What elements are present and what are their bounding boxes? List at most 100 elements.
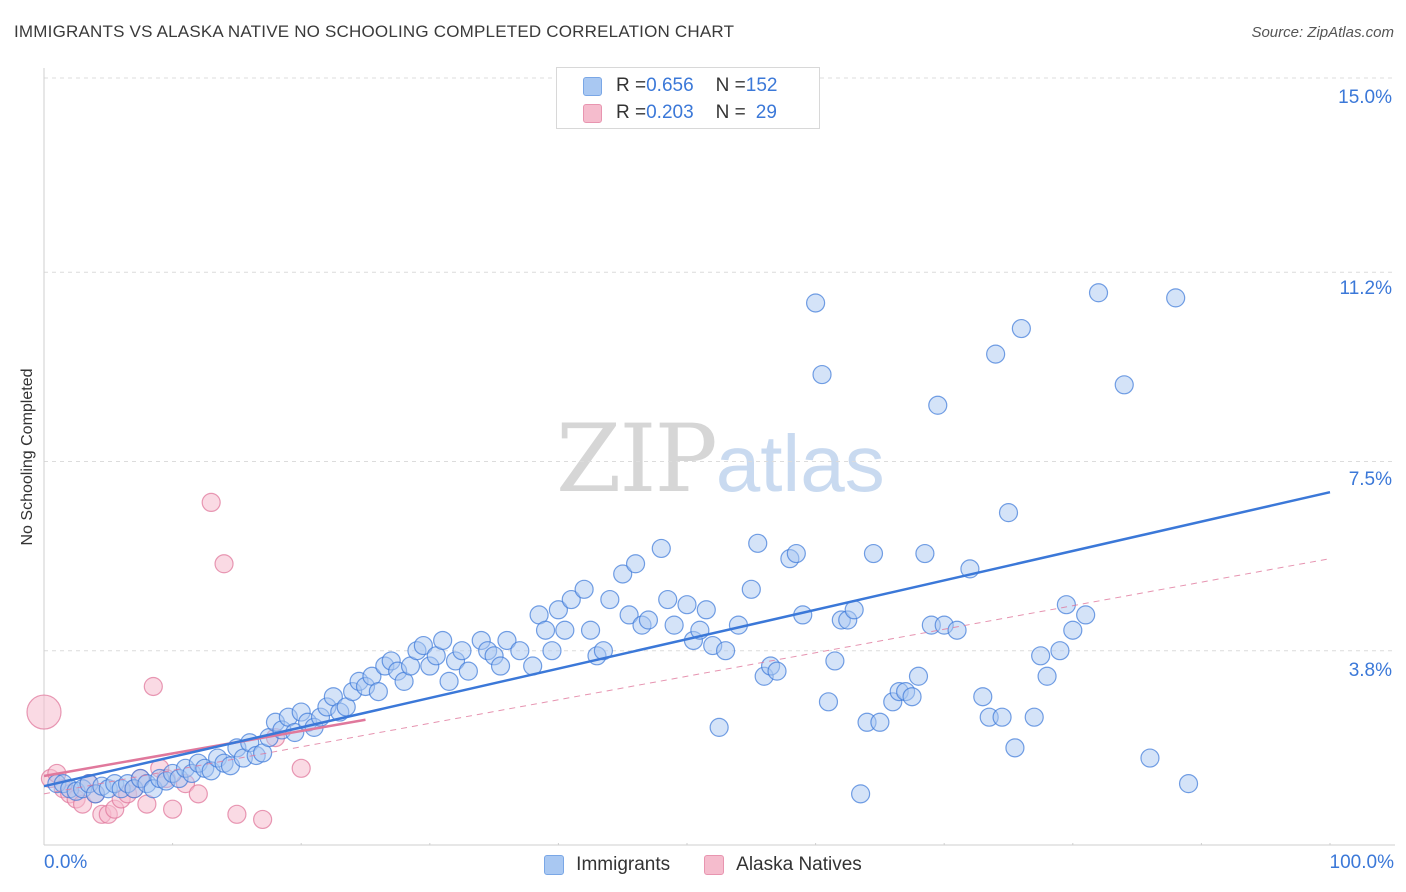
- immigrants-point: [1005, 738, 1025, 758]
- immigrants-point: [1024, 707, 1044, 727]
- immigrants-point: [677, 595, 697, 615]
- legend-label-immigrants: Immigrants: [576, 854, 671, 875]
- alaska-natives-point: [201, 492, 221, 513]
- stat-n-label: N =: [715, 75, 746, 96]
- immigrants-point: [625, 554, 646, 574]
- alaska-natives-point: [26, 694, 62, 730]
- immigrants-point: [580, 620, 601, 640]
- immigrants-point: [902, 687, 922, 707]
- immigrants-point: [870, 712, 890, 732]
- alaska-natives-trend-extended: [43, 558, 1331, 795]
- immigrants-point: [908, 666, 929, 686]
- immigrants-point: [433, 630, 453, 651]
- immigrants-point: [1076, 605, 1096, 625]
- immigrants-point: [413, 635, 433, 656]
- immigrants-point: [947, 620, 967, 640]
- immigrants-point: [741, 579, 761, 599]
- immigrants-point: [1031, 646, 1051, 666]
- alaska-natives-point: [227, 804, 247, 824]
- stats-box: R = 0.656 N = 152 R = 0.203 N = 29: [556, 67, 820, 129]
- stats-row-immigrants: R = 0.656 N = 152: [583, 74, 777, 98]
- immigrants-point: [786, 543, 806, 564]
- immigrants-point: [812, 364, 832, 385]
- legend-swatch-alaska-natives: [704, 855, 725, 875]
- immigrants-point: [658, 589, 678, 610]
- immigrants-point: [490, 656, 511, 676]
- immigrants-point: [1166, 288, 1186, 308]
- immigrants-point: [497, 630, 517, 651]
- alaska-natives-point: [163, 799, 183, 819]
- source-label: Source: ZipAtlas.com: [1251, 24, 1394, 41]
- immigrants-point: [613, 564, 633, 584]
- alaska-natives-point: [143, 676, 163, 697]
- immigrants-point: [439, 671, 459, 691]
- alaska-natives-swatch: [583, 103, 602, 123]
- x-tick-label-min: 0.0%: [44, 852, 88, 873]
- stat-r-label: R =: [616, 102, 647, 123]
- y-tick-label: 3.8%: [1348, 660, 1392, 681]
- watermark: ZIPatlas: [556, 405, 885, 514]
- immigrants-point: [915, 543, 935, 564]
- immigrants-point: [709, 717, 729, 737]
- y-tick-label: 7.5%: [1348, 469, 1392, 490]
- immigrants-point: [851, 784, 871, 804]
- stat-n-label: N =: [715, 102, 746, 123]
- immigrants-point: [593, 641, 614, 661]
- y-tick-label: 11.2%: [1339, 278, 1392, 299]
- immigrants-point: [715, 641, 736, 661]
- stat-r-value: 0.203: [646, 102, 694, 123]
- immigrants-point: [452, 641, 472, 661]
- immigrants-point: [651, 538, 671, 559]
- immigrants-point: [863, 543, 884, 564]
- immigrants-trend-line: [43, 490, 1331, 788]
- immigrants-point: [767, 661, 787, 681]
- legend: Immigrants Alaska Natives: [0, 852, 1406, 878]
- immigrants-point: [548, 600, 569, 620]
- alaska-natives-point: [188, 784, 208, 804]
- immigrants-point: [561, 589, 581, 610]
- stat-r-value: 0.656: [646, 75, 694, 96]
- immigrants-point: [535, 620, 556, 640]
- legend-label-alaska-natives: Alaska Natives: [736, 854, 862, 875]
- stats-row-alaska-natives: R = 0.203 N = 29: [583, 101, 777, 125]
- immigrants-point: [510, 641, 530, 661]
- immigrants-point: [696, 600, 716, 620]
- immigrants-point: [1178, 774, 1199, 794]
- stat-r-label: R =: [616, 75, 647, 96]
- immigrants-point: [619, 605, 639, 625]
- immigrants-point: [992, 707, 1012, 727]
- stat-n-value: 29: [755, 102, 777, 123]
- legend-item-alaska-natives[interactable]: Alaska Natives: [704, 854, 862, 876]
- immigrants-point: [805, 293, 826, 313]
- immigrants-point: [748, 533, 768, 553]
- immigrants-point: [1011, 318, 1031, 339]
- immigrants-point: [542, 641, 562, 661]
- alaska-natives-point: [253, 809, 273, 830]
- alaska-natives-trend-line: [43, 718, 366, 778]
- alaska-natives-point: [214, 554, 234, 574]
- immigrants-point: [555, 620, 575, 640]
- legend-item-immigrants[interactable]: Immigrants: [544, 854, 670, 876]
- chart-title: IMMIGRANTS VS ALASKA NATIVE NO SCHOOLING…: [14, 22, 735, 41]
- immigrants-point: [1114, 375, 1134, 395]
- immigrants-point: [973, 687, 993, 707]
- immigrants-point: [638, 610, 659, 630]
- immigrants-point: [825, 651, 845, 671]
- immigrants-point: [1056, 595, 1076, 615]
- alaska-natives-point: [291, 758, 311, 778]
- immigrants-point: [458, 661, 478, 681]
- immigrants-point: [1140, 748, 1160, 768]
- y-tick-label: 15.0%: [1338, 87, 1392, 108]
- stat-n-value: 152: [745, 75, 778, 96]
- x-tick-label-max: 100.0%: [1329, 852, 1394, 873]
- immigrants-point: [1037, 666, 1057, 686]
- immigrants-swatch: [583, 76, 602, 96]
- immigrants-point: [1050, 641, 1070, 661]
- watermark-zip: ZIP: [556, 405, 718, 514]
- immigrants-point: [998, 503, 1019, 523]
- immigrants-point: [600, 589, 620, 610]
- immigrants-point: [368, 681, 388, 702]
- immigrants-point: [1063, 620, 1083, 640]
- immigrants-point: [574, 579, 594, 599]
